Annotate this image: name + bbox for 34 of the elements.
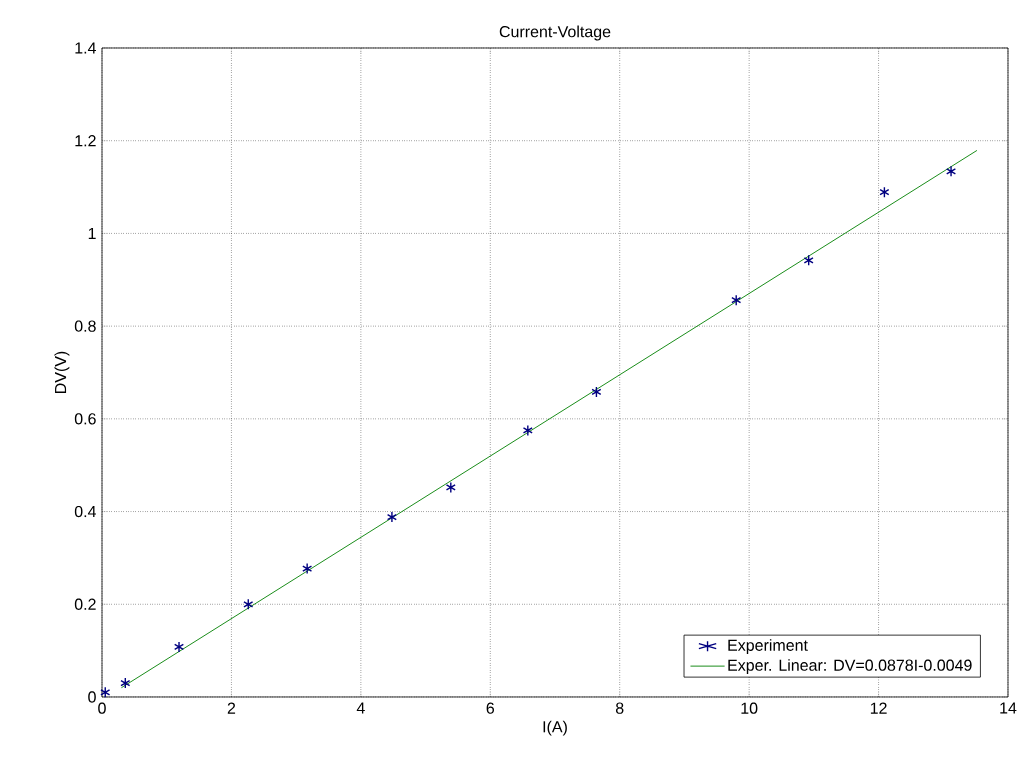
x-tick-label: 6 (486, 702, 495, 714)
point (803, 254, 814, 267)
point (522, 424, 533, 437)
point (591, 386, 602, 398)
point (731, 294, 742, 306)
y-tick-label: 0.4 (74, 505, 96, 518)
y-tick-label: 0.8 (74, 320, 96, 332)
point (946, 165, 957, 177)
x-tick-label: 14 (1000, 702, 1017, 714)
x-tick-label: 12 (870, 702, 887, 714)
x-tick-label: 8 (615, 702, 624, 714)
x-tick-label: 0 (98, 702, 106, 714)
point (302, 562, 313, 575)
chart-title: Current-Voltage (499, 25, 611, 41)
y-tick-label: 0.6 (74, 413, 96, 425)
y-tick-label: 1 (88, 227, 96, 239)
y-tick-label: 1.2 (75, 135, 96, 147)
point (879, 186, 890, 198)
x-tick-label: 10 (741, 702, 758, 714)
x-tick-label: 4 (356, 702, 365, 714)
y-tick-label: 0.2 (74, 598, 96, 610)
y-tick-label: 1.4 (75, 42, 96, 54)
x-axis-title: I(A) (543, 720, 567, 736)
legend-label: Exper. Linear: DV=0.0878I-0.0049 (728, 659, 972, 675)
point (386, 511, 397, 523)
point (445, 481, 456, 494)
point (120, 677, 131, 689)
point (173, 641, 185, 653)
point (100, 686, 111, 699)
x-tick-label: 2 (227, 702, 236, 714)
legend-label: Experiment (728, 639, 808, 655)
y-axis-title: DV(V) (54, 351, 70, 393)
point (243, 598, 254, 610)
y-tick-label: 0 (88, 691, 96, 703)
